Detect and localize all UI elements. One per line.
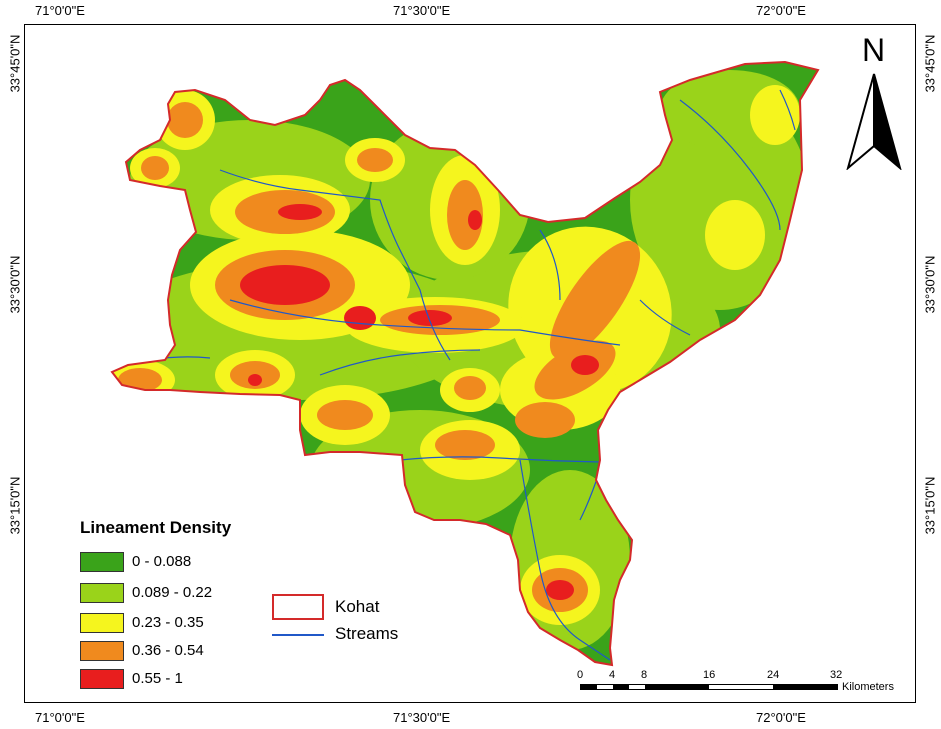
density-raster (112, 62, 818, 665)
legend-kohat-boundary-swatch (272, 594, 324, 620)
legend-streams-label: Streams (335, 624, 399, 643)
legend-swatch (80, 583, 124, 603)
coord-bottom-71-30: 71°30'0"E (393, 710, 451, 725)
legend-label: 0.23 - 0.35 (132, 614, 204, 631)
scale-tick-16: 16 (703, 669, 716, 681)
scale-tick-8: 8 (641, 669, 648, 681)
legend-title: Lineament Density (80, 518, 232, 537)
legend-swatch (80, 613, 124, 633)
scale-tick-32: 32 (830, 669, 843, 681)
map-frame (24, 24, 916, 703)
legend-kohat-label: Kohat (335, 597, 380, 616)
legend-label: 0.089 - 0.22 (132, 584, 213, 601)
legend-swatch (80, 641, 124, 661)
coord-top-72-0: 72°0'0"E (756, 3, 806, 18)
coord-top-71-30: 71°30'0"E (393, 3, 451, 18)
legend-label: 0 - 0.088 (132, 553, 192, 570)
coord-bottom-71-0: 71°0'0"E (35, 710, 85, 725)
scale-tick-24: 24 (767, 669, 780, 681)
legend-swatch (80, 552, 124, 572)
north-arrow-icon (846, 73, 902, 170)
legend-swatch (80, 669, 124, 689)
scale-bar (580, 684, 838, 690)
scale-tick-0: 0 (577, 669, 584, 681)
coord-top-71-0: 71°0'0"E (35, 3, 85, 18)
legend-label: 0.55 - 1 (132, 670, 183, 687)
legend-streams-line (272, 634, 324, 636)
scale-tick-4: 4 (609, 669, 616, 681)
scale-bar-unit: Kilometers (842, 681, 894, 693)
coord-bottom-72-0: 72°0'0"E (756, 710, 806, 725)
north-arrow-letter: N (862, 32, 886, 68)
legend-label: 0.36 - 0.54 (132, 642, 204, 659)
